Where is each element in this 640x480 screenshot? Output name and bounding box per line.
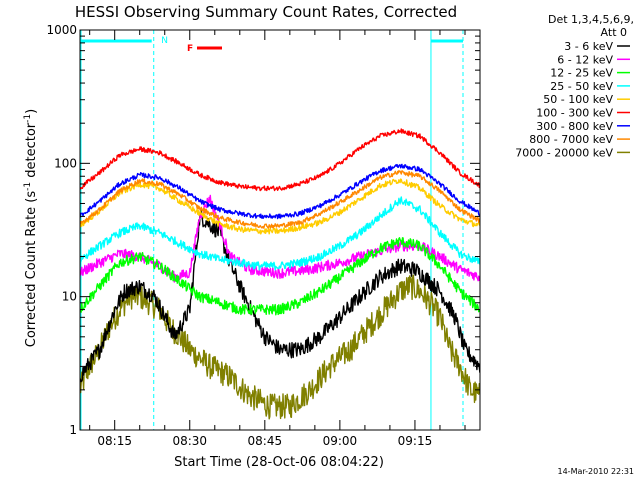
legend-label: 3 - 6 keV (564, 40, 613, 53)
axes: 1 10 100 1000 08:15 08:30 08:45 09:00 09:15 (46, 23, 481, 448)
legend-label: 800 - 7000 keV (529, 133, 613, 146)
y-tick-label: 100 (54, 156, 77, 170)
y-tick-label: 1 (69, 423, 77, 437)
legend-label: 100 - 300 keV (536, 107, 613, 120)
legend-label: 25 - 50 keV (550, 80, 613, 93)
legend-header-line2: Att 0 (601, 26, 627, 39)
y-axis-label-sup1: -1 (23, 182, 33, 191)
x-axis-label: Start Time (28-Oct-06 08:04:22) (174, 455, 384, 470)
x-tick-label: 09:00 (323, 434, 358, 448)
plot-frame (79, 29, 481, 431)
x-tick-label: 08:45 (248, 434, 283, 448)
series-line-7000-20000-kev (80, 274, 480, 420)
legend-label: 12 - 25 keV (550, 67, 613, 80)
legend-label: 300 - 800 keV (536, 120, 613, 133)
annotation-night-label: N (161, 36, 168, 46)
series-container (80, 30, 480, 430)
legend-header-line1: Det 1,3,4,5,6,9, (548, 13, 634, 26)
y-tick-label: 1000 (46, 23, 77, 37)
x-tick-label: 09:15 (398, 434, 433, 448)
y-axis-label-part3: ) (24, 109, 39, 114)
series-line-800-7000-kev (80, 170, 480, 229)
x-tick-label: 08:30 (172, 434, 207, 448)
annotation-flare-label: F (187, 44, 193, 54)
y-axis-label: Corrected Count Rate (s-1 detector-1) (23, 109, 39, 347)
series-line-12-25-kev (80, 237, 480, 316)
series-line-300-800-kev (80, 163, 480, 220)
series-line-100-300-kev (80, 128, 480, 192)
y-tick-label: 10 (62, 290, 77, 304)
series-line-50-100-kev (80, 178, 480, 235)
footer-timestamp: 14-Mar-2010 22:31 (558, 467, 635, 476)
series-line-25-50-kev (80, 196, 480, 271)
x-tick-label: 08:15 (97, 434, 132, 448)
series-line-3-6-kev (80, 210, 480, 383)
legend-label: 7000 - 20000 keV (515, 146, 613, 159)
y-axis-label-part2: detector (24, 122, 39, 182)
y-axis-label-sup2: -1 (23, 114, 33, 123)
chart-title: HESSI Observing Summary Count Rates, Cor… (75, 3, 457, 21)
y-axis-label-part1: Corrected Count Rate (s (24, 191, 39, 348)
legend-label: 6 - 12 keV (557, 53, 613, 66)
plot-area: NF (80, 30, 480, 430)
legend-label: 50 - 100 keV (543, 93, 613, 106)
